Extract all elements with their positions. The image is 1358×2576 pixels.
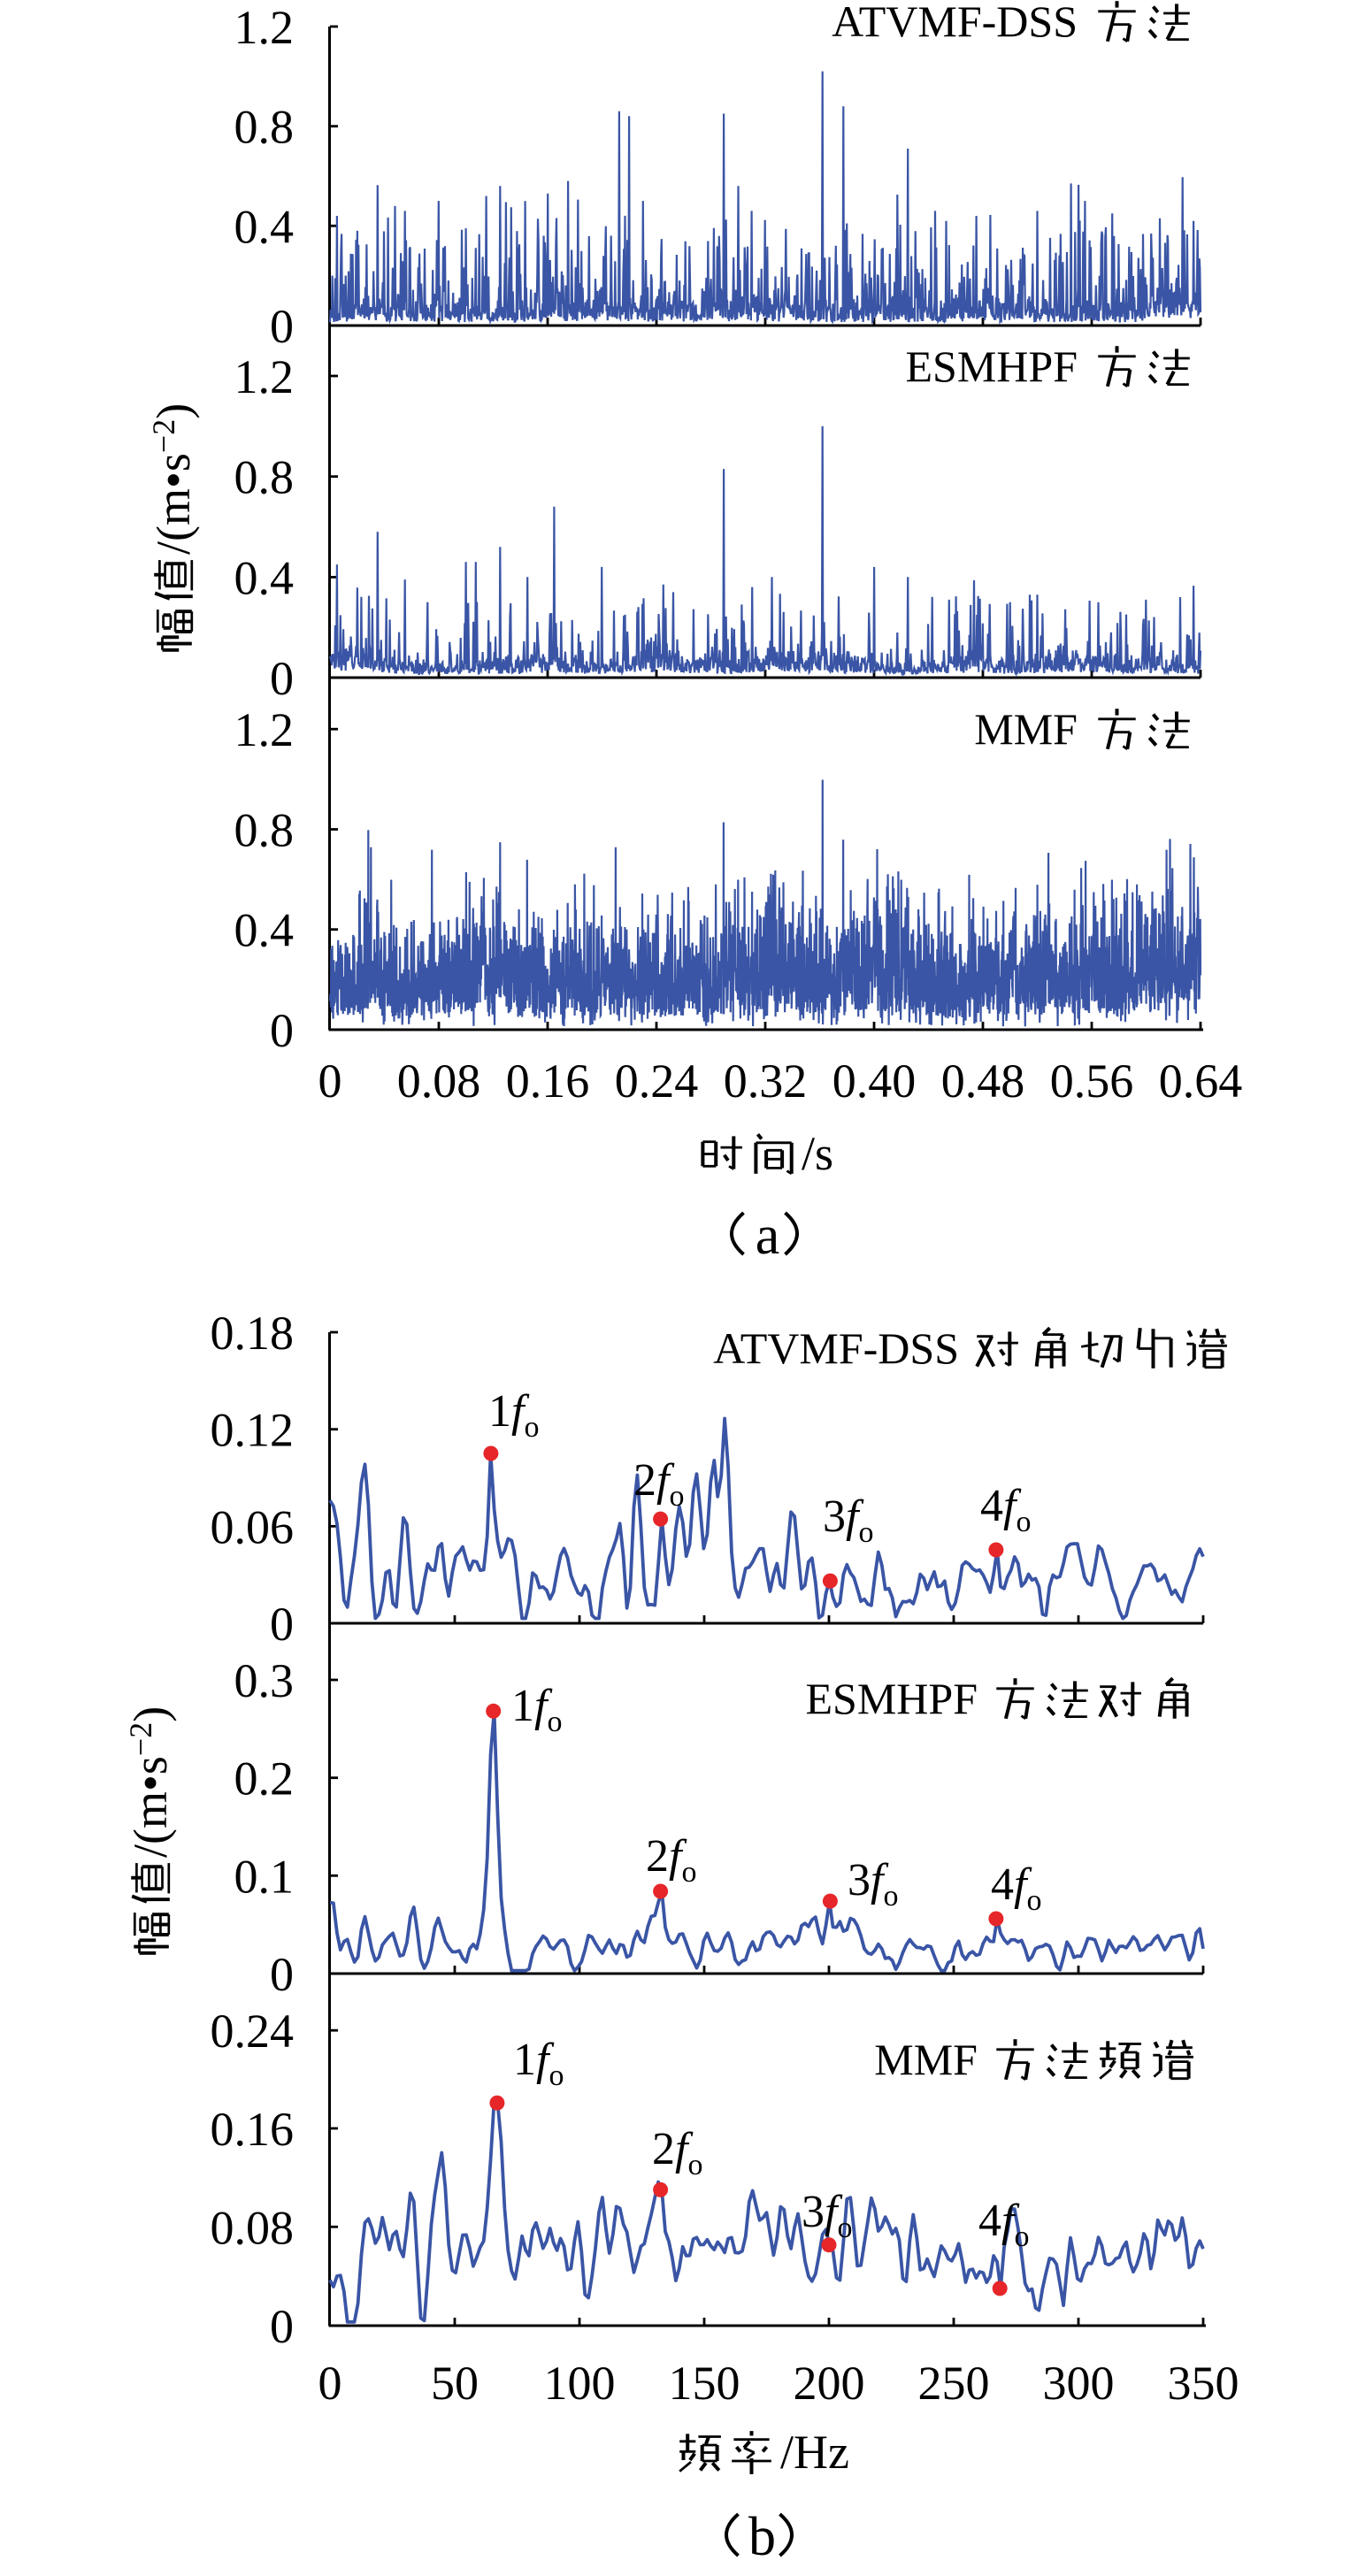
svg-text:0.56: 0.56 xyxy=(1050,1054,1134,1108)
svg-text:0.48: 0.48 xyxy=(941,1054,1025,1108)
svg-text:0.24: 0.24 xyxy=(615,1054,699,1108)
svg-text:0.4: 0.4 xyxy=(234,200,295,253)
svg-text:0: 0 xyxy=(270,652,294,705)
svg-text:/(m•s−2): /(m•s−2) xyxy=(146,403,200,555)
svg-text:0.32: 0.32 xyxy=(724,1054,808,1108)
svg-text:0.24: 0.24 xyxy=(211,2005,295,2058)
svg-text:1.2: 1.2 xyxy=(234,1,295,54)
svg-text:ESMHPF: ESMHPF xyxy=(905,341,1078,391)
svg-text:0.8: 0.8 xyxy=(234,101,295,154)
svg-text:200: 200 xyxy=(794,2357,865,2410)
svg-text:MMF: MMF xyxy=(874,2035,978,2084)
svg-text:0: 0 xyxy=(270,1004,294,1057)
svg-text:2fo: 2fo xyxy=(646,1831,696,1889)
svg-text:0: 0 xyxy=(270,300,294,353)
svg-text:0.18: 0.18 xyxy=(211,1307,295,1360)
svg-text:ESMHPF: ESMHPF xyxy=(805,1674,978,1723)
svg-text:/Hz: /Hz xyxy=(780,2426,849,2479)
svg-text:/s: /s xyxy=(802,1127,833,1180)
svg-text:0.4: 0.4 xyxy=(234,904,295,957)
svg-text:1fo: 1fo xyxy=(513,2035,564,2092)
svg-text:b: b xyxy=(748,2507,776,2567)
svg-text:1.2: 1.2 xyxy=(234,703,295,756)
svg-text:300: 300 xyxy=(1043,2357,1115,2410)
svg-text:0.08: 0.08 xyxy=(397,1054,481,1108)
svg-text:0: 0 xyxy=(270,1948,294,2001)
svg-text:1.2: 1.2 xyxy=(234,350,295,403)
svg-text:350: 350 xyxy=(1168,2357,1239,2410)
svg-text:0.4: 0.4 xyxy=(234,551,295,604)
svg-text:250: 250 xyxy=(918,2357,990,2410)
svg-text:0.1: 0.1 xyxy=(234,1850,295,1903)
svg-text:0: 0 xyxy=(318,1054,342,1108)
svg-text:3fo: 3fo xyxy=(848,1855,898,1913)
svg-text:ATVMF-DSS: ATVMF-DSS xyxy=(713,1323,959,1373)
svg-text:0.06: 0.06 xyxy=(211,1500,295,1553)
svg-text:MMF: MMF xyxy=(974,704,1078,754)
svg-text:0: 0 xyxy=(270,2300,294,2353)
svg-text:0: 0 xyxy=(270,1598,294,1651)
svg-text:50: 50 xyxy=(431,2357,479,2410)
svg-text:0.16: 0.16 xyxy=(506,1054,590,1108)
svg-text:0.16: 0.16 xyxy=(211,2103,295,2156)
svg-text:a: a xyxy=(756,1206,780,1266)
svg-text:0.40: 0.40 xyxy=(832,1054,917,1108)
svg-text:100: 100 xyxy=(544,2357,616,2410)
svg-text:1fo: 1fo xyxy=(488,1386,539,1444)
svg-text:ATVMF-DSS: ATVMF-DSS xyxy=(832,0,1078,46)
svg-text:0: 0 xyxy=(318,2357,342,2410)
svg-text:0.2: 0.2 xyxy=(234,1752,295,1806)
svg-text:150: 150 xyxy=(669,2357,740,2410)
svg-text:0.8: 0.8 xyxy=(234,451,295,504)
svg-text:0.8: 0.8 xyxy=(234,804,295,857)
svg-text:0.12: 0.12 xyxy=(211,1404,295,1457)
svg-text:0.64: 0.64 xyxy=(1159,1054,1243,1108)
svg-text:0.08: 0.08 xyxy=(211,2201,295,2254)
svg-text:0.3: 0.3 xyxy=(234,1654,295,1707)
